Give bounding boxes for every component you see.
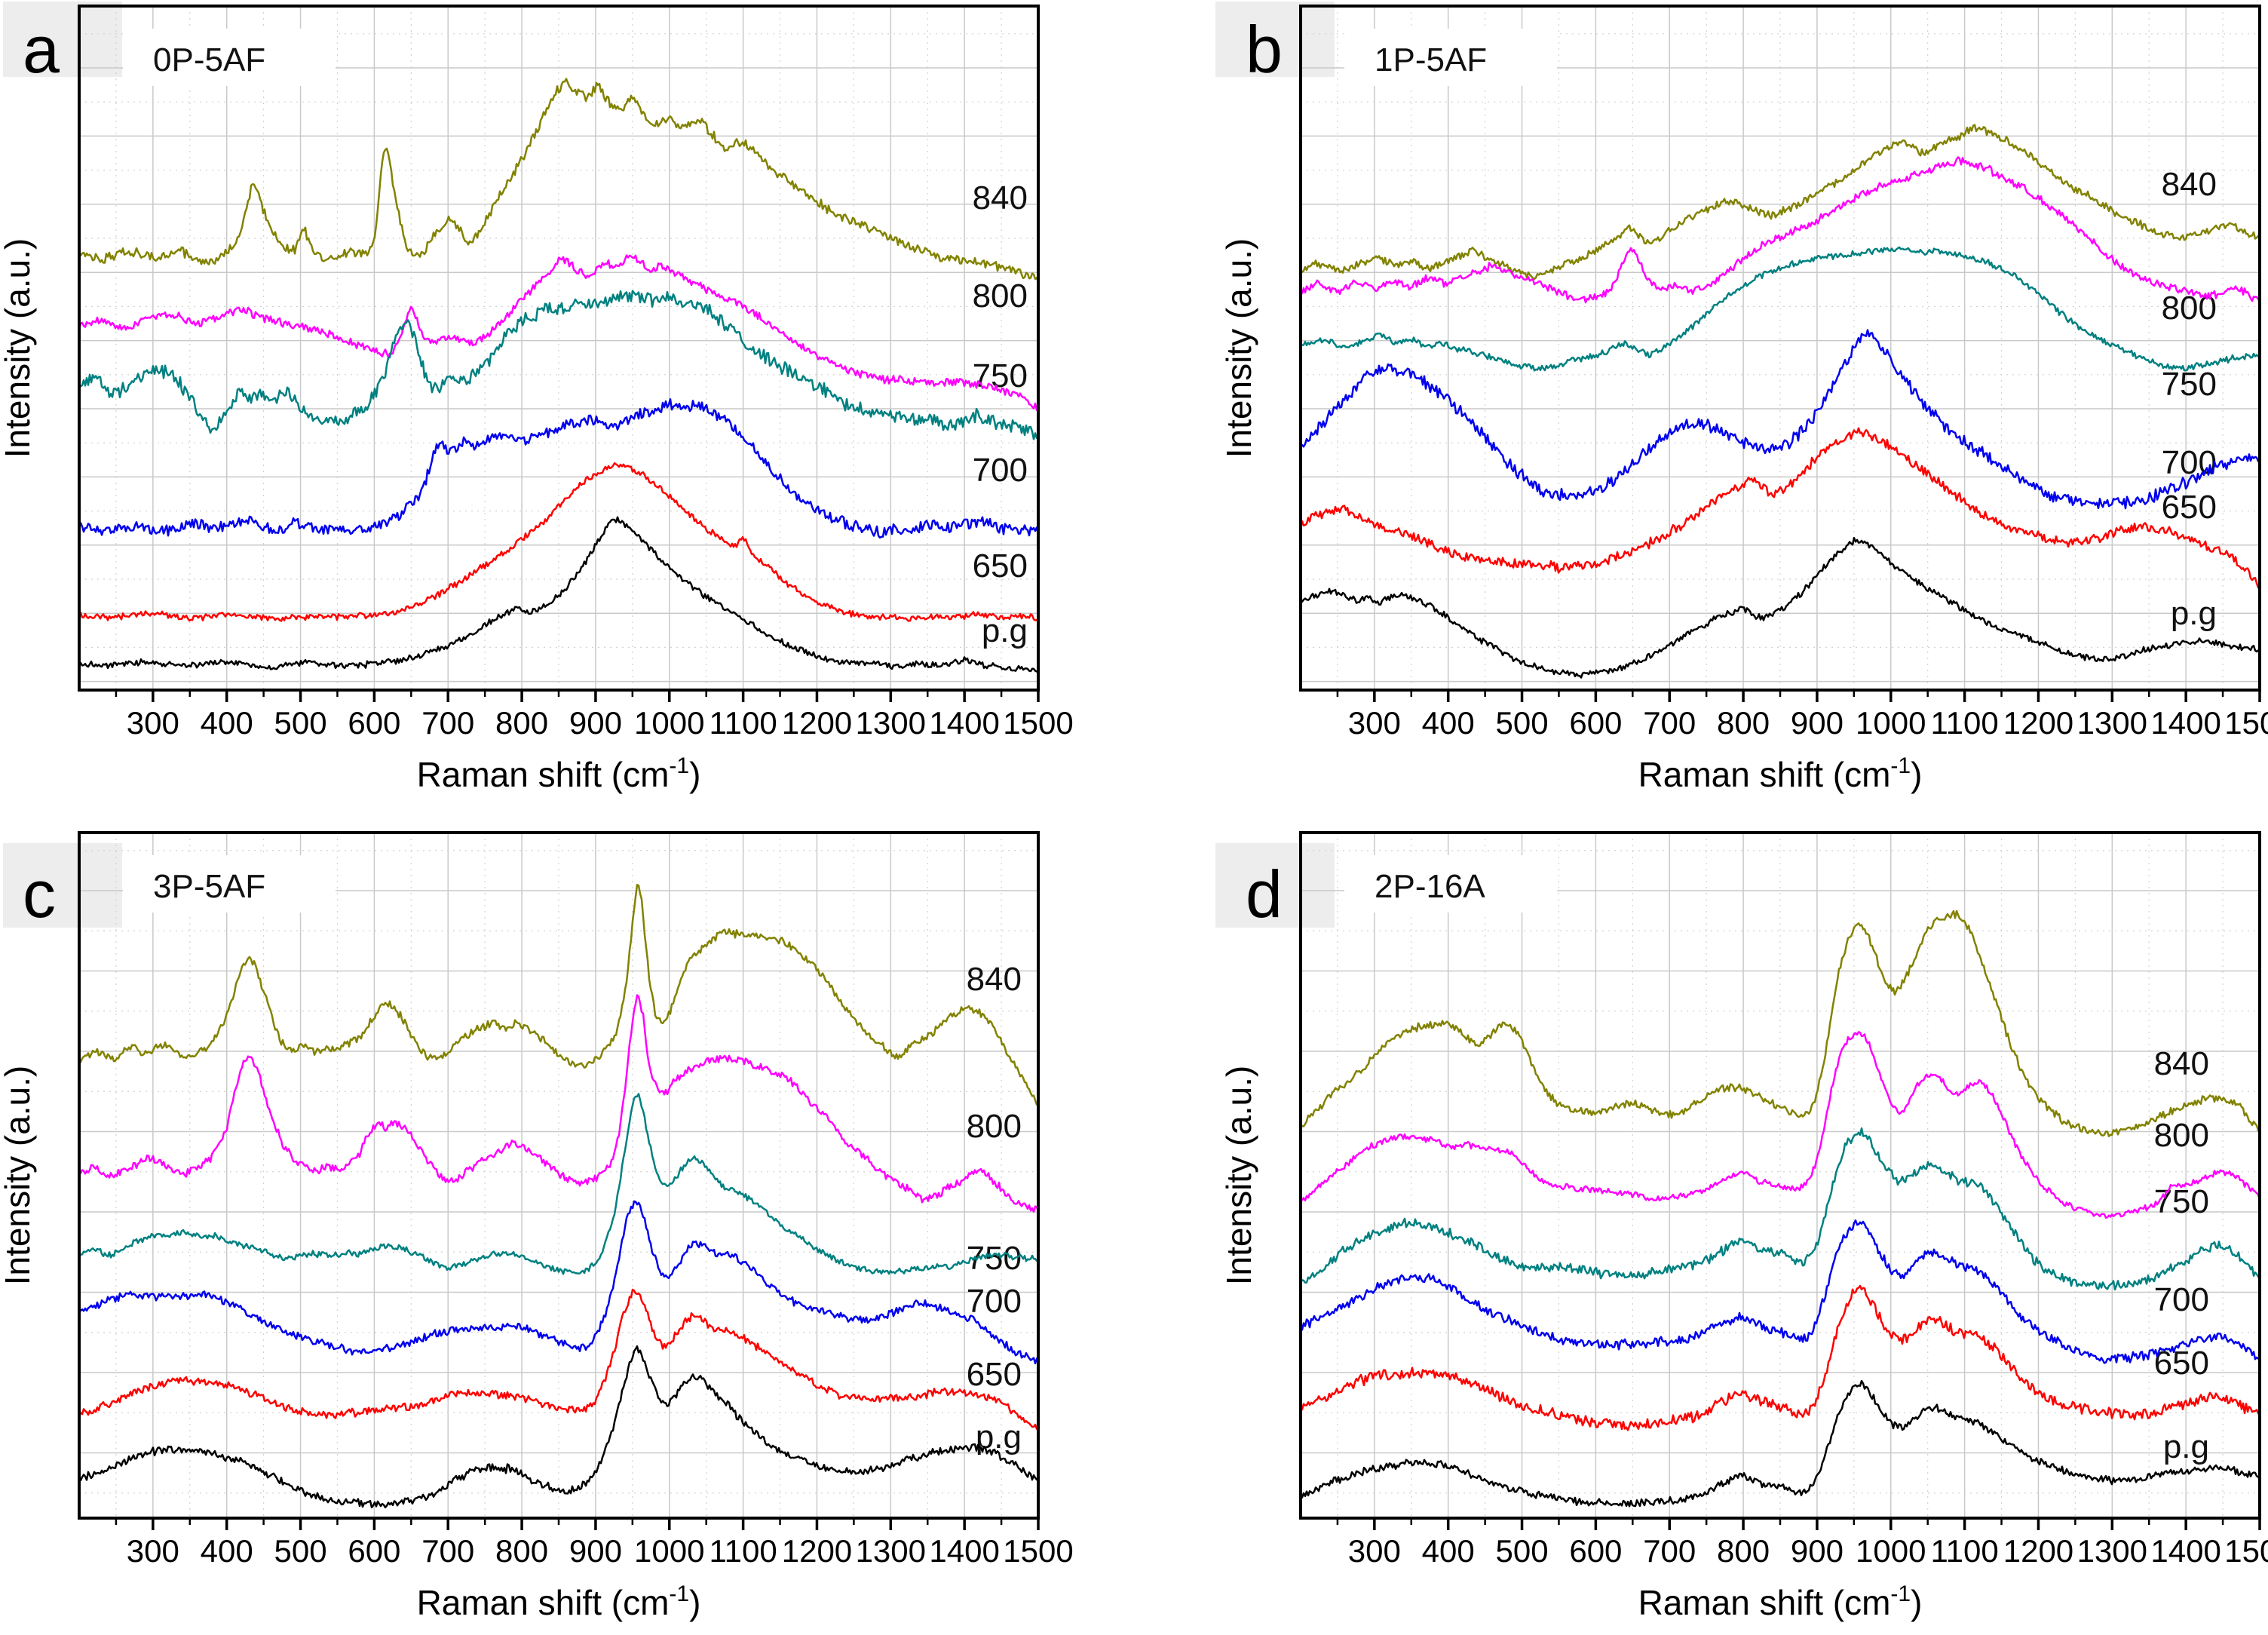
svg-text:1000: 1000 <box>634 705 704 741</box>
svg-text:1500: 1500 <box>1003 705 1073 741</box>
svg-text:1200: 1200 <box>2003 1533 2073 1569</box>
svg-text:600: 600 <box>1569 1533 1622 1569</box>
svg-text:840: 840 <box>2162 166 2217 203</box>
svg-text:1300: 1300 <box>856 1533 926 1569</box>
svg-text:400: 400 <box>201 1533 253 1569</box>
panel-b-letter-badge <box>1215 2 1335 77</box>
panel-b-letter: b <box>1246 12 1283 87</box>
svg-text:800: 800 <box>973 278 1028 314</box>
panel-a-letter: a <box>23 12 60 87</box>
svg-text:650: 650 <box>2154 1345 2209 1382</box>
svg-text:3P-5AF: 3P-5AF <box>153 868 265 905</box>
svg-text:600: 600 <box>348 1533 400 1569</box>
svg-text:1000: 1000 <box>1856 1533 1926 1569</box>
svg-text:1P-5AF: 1P-5AF <box>1375 41 1487 78</box>
svg-text:600: 600 <box>1569 705 1622 741</box>
svg-text:0P-5AF: 0P-5AF <box>153 41 265 78</box>
panel-a-letter-badge <box>3 2 122 77</box>
svg-text:500: 500 <box>1495 705 1548 741</box>
panel-d-letter: d <box>1246 857 1283 931</box>
svg-text:1400: 1400 <box>2150 1533 2220 1569</box>
svg-text:400: 400 <box>1422 1533 1475 1569</box>
svg-text:750: 750 <box>2162 366 2217 403</box>
panel-d-letter-badge <box>1215 843 1335 928</box>
svg-text:700: 700 <box>973 452 1028 489</box>
svg-text:800: 800 <box>1717 1533 1770 1569</box>
svg-text:1200: 1200 <box>782 705 852 741</box>
svg-text:p.g: p.g <box>2171 595 2217 632</box>
svg-text:1300: 1300 <box>856 705 926 741</box>
svg-text:1200: 1200 <box>782 1533 852 1569</box>
svg-text:700: 700 <box>967 1283 1022 1320</box>
svg-text:900: 900 <box>569 1533 622 1569</box>
svg-text:840: 840 <box>2154 1045 2209 1082</box>
svg-text:400: 400 <box>1422 705 1475 741</box>
svg-text:700: 700 <box>1643 705 1696 741</box>
svg-text:300: 300 <box>1348 1533 1401 1569</box>
svg-text:Raman shift (cm-1): Raman shift (cm-1) <box>1638 1581 1923 1622</box>
svg-text:1300: 1300 <box>2077 1533 2147 1569</box>
svg-text:1500: 1500 <box>1003 1533 1073 1569</box>
svg-text:750: 750 <box>2154 1183 2209 1220</box>
svg-text:840: 840 <box>973 179 1028 216</box>
svg-text:650: 650 <box>967 1356 1022 1393</box>
panel-c-letter: c <box>23 857 56 931</box>
svg-text:1400: 1400 <box>929 705 999 741</box>
svg-text:900: 900 <box>1791 705 1844 741</box>
svg-text:800: 800 <box>2154 1117 2209 1154</box>
svg-text:1100: 1100 <box>1930 705 1998 741</box>
svg-text:1100: 1100 <box>709 705 777 741</box>
svg-text:300: 300 <box>1348 705 1401 741</box>
svg-text:Raman shift (cm-1): Raman shift (cm-1) <box>1638 753 1923 794</box>
svg-text:Intensity (a.u.): Intensity (a.u.) <box>1219 1066 1258 1285</box>
svg-text:800: 800 <box>967 1108 1022 1145</box>
svg-text:650: 650 <box>973 548 1028 584</box>
svg-text:700: 700 <box>421 1533 474 1569</box>
svg-text:1100: 1100 <box>709 1533 777 1569</box>
svg-text:900: 900 <box>569 705 622 741</box>
svg-text:1400: 1400 <box>929 1533 999 1569</box>
svg-text:400: 400 <box>201 705 253 741</box>
svg-text:Intensity (a.u.): Intensity (a.u.) <box>0 1066 37 1285</box>
svg-text:800: 800 <box>495 1533 548 1569</box>
svg-text:900: 900 <box>1791 1533 1844 1569</box>
svg-text:840: 840 <box>967 961 1022 998</box>
svg-text:500: 500 <box>274 705 326 741</box>
svg-text:800: 800 <box>495 705 548 741</box>
svg-text:1000: 1000 <box>1856 705 1926 741</box>
svg-text:300: 300 <box>127 705 179 741</box>
panel-d-raman-plot: 840 800 750 700 650 p.g 2P-16A 300 400 500 600 700 8… <box>1219 831 2268 1622</box>
svg-text:2P-16A: 2P-16A <box>1375 868 1485 905</box>
svg-text:Raman shift (cm-1): Raman shift (cm-1) <box>417 753 701 794</box>
svg-text:Intensity (a.u.): Intensity (a.u.) <box>0 238 37 458</box>
svg-text:300: 300 <box>127 1533 179 1569</box>
svg-text:1200: 1200 <box>2003 705 2073 741</box>
svg-text:1500: 1500 <box>2224 1533 2268 1569</box>
svg-text:1500: 1500 <box>2224 705 2268 741</box>
svg-text:650: 650 <box>2162 489 2217 526</box>
svg-text:1000: 1000 <box>634 1533 704 1569</box>
svg-text:700: 700 <box>421 705 474 741</box>
svg-text:1100: 1100 <box>1930 1533 1998 1569</box>
svg-text:750: 750 <box>973 357 1028 394</box>
svg-text:700: 700 <box>2154 1281 2209 1318</box>
svg-text:600: 600 <box>348 705 400 741</box>
svg-text:500: 500 <box>1495 1533 1548 1569</box>
svg-text:700: 700 <box>2162 444 2217 481</box>
svg-text:Intensity (a.u.): Intensity (a.u.) <box>1219 238 1258 458</box>
svg-text:800: 800 <box>1717 705 1770 741</box>
svg-text:1300: 1300 <box>2077 705 2147 741</box>
svg-text:500: 500 <box>274 1533 326 1569</box>
svg-text:p.g: p.g <box>2163 1428 2209 1465</box>
svg-text:700: 700 <box>1643 1533 1696 1569</box>
panel-c-letter-badge <box>3 843 122 928</box>
svg-text:1400: 1400 <box>2150 705 2220 741</box>
svg-text:Raman shift (cm-1): Raman shift (cm-1) <box>417 1581 701 1622</box>
